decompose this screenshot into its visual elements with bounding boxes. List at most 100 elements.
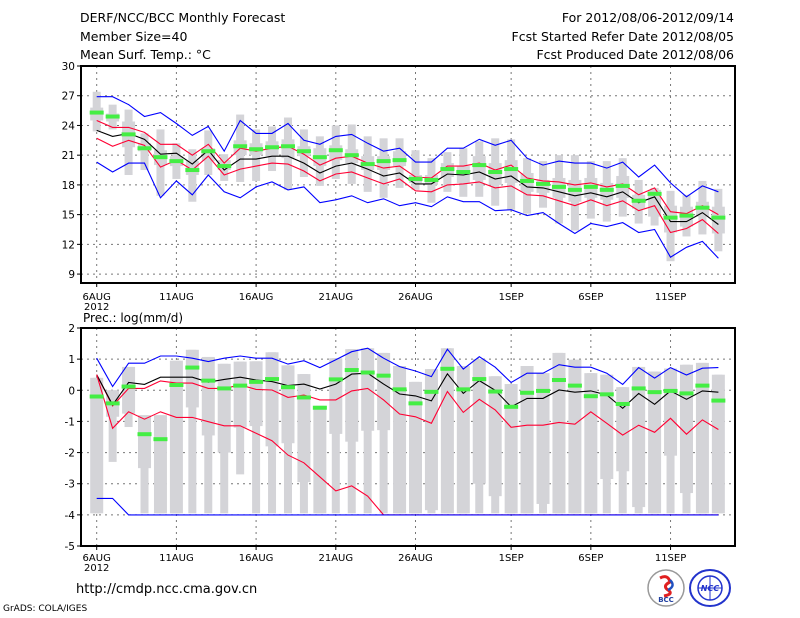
source-url[interactable]: http://cmdp.ncc.cma.gov.cn: [76, 582, 258, 597]
series-mean-line: [96, 129, 719, 225]
obs-marker: [599, 392, 614, 397]
plot-frame: [80, 327, 736, 547]
y-tick-label: 9: [68, 269, 75, 281]
box-bar: [504, 384, 518, 514]
box-bar: [520, 365, 534, 514]
y-tick-label: 12: [62, 239, 75, 251]
obs-marker: [488, 170, 503, 175]
box-bar: [281, 365, 295, 444]
box-bar: [233, 361, 247, 428]
obs-marker: [631, 386, 646, 391]
obs-marker: [583, 184, 598, 189]
obs-marker: [472, 377, 487, 382]
obs-marker: [296, 395, 311, 400]
obs-marker: [599, 187, 614, 192]
obs-marker: [137, 432, 152, 437]
x-tick-label: 26AUG: [398, 292, 433, 303]
plot-frame: [80, 65, 736, 284]
obs-marker: [169, 159, 184, 164]
ncc-logo: NCC: [689, 569, 731, 607]
y-tick-label: 21: [62, 150, 75, 162]
obs-marker: [711, 215, 726, 220]
series-max-line: [96, 96, 719, 198]
obs-marker: [201, 149, 216, 154]
obs-marker: [663, 215, 678, 220]
variable-label: Mean Surf. Temp.: °C: [80, 47, 211, 62]
y-tick-label: 1: [68, 354, 75, 366]
box-bar: [440, 348, 454, 514]
box-bar: [616, 387, 630, 472]
box-bar: [648, 189, 662, 217]
x-tick-label: 6AUG: [83, 292, 111, 303]
obs-marker: [169, 382, 184, 387]
whisker-bar: [140, 133, 149, 171]
obs-marker: [583, 394, 598, 399]
box-bar: [297, 374, 311, 483]
series-upper-line: [96, 119, 719, 216]
obs-marker: [440, 167, 455, 172]
whisker-bar: [188, 349, 197, 514]
obs-marker: [153, 155, 168, 160]
obs-marker: [185, 168, 200, 173]
box-bar: [377, 352, 391, 431]
obs-marker: [249, 147, 264, 152]
obs-marker: [567, 383, 582, 388]
obs-marker: [647, 390, 662, 395]
box-bar: [122, 366, 136, 414]
y-tick-label: 27: [62, 91, 75, 103]
whisker-bar: [331, 358, 340, 514]
x-tick-label: 21AUG: [318, 292, 353, 303]
obs-marker: [647, 191, 662, 196]
obs-marker: [472, 163, 487, 168]
box-bar: [536, 373, 550, 504]
obs-marker: [137, 146, 152, 151]
x-tick-label: 16AUG: [239, 553, 274, 564]
box-bar: [472, 156, 486, 180]
obs-marker: [344, 153, 359, 158]
box-bar: [568, 359, 582, 514]
obs-marker: [567, 187, 582, 192]
obs-marker: [631, 198, 646, 203]
box-bar: [552, 352, 566, 514]
obs-marker: [217, 386, 232, 391]
y-tick-label: -4: [65, 510, 76, 522]
obs-marker: [440, 366, 455, 371]
obs-marker: [695, 205, 710, 210]
box-bar: [393, 365, 407, 514]
obs-marker: [424, 389, 439, 394]
obs-marker: [360, 162, 375, 167]
figure-title: DERF/NCC/BCC Monthly Forecast: [80, 10, 286, 25]
y-tick-label: 0: [68, 385, 75, 397]
obs-marker: [296, 149, 311, 154]
obs-marker: [536, 388, 551, 393]
box-bar: [664, 368, 678, 456]
obs-marker: [376, 159, 391, 164]
box-bar: [536, 179, 550, 193]
obs-marker: [520, 178, 535, 183]
svg-text:BCC: BCC: [658, 596, 674, 604]
x-tick-label: 11AUG: [159, 292, 194, 303]
box-bar: [456, 365, 470, 514]
obs-marker: [679, 213, 694, 218]
obs-marker: [695, 383, 710, 388]
x-tick-label: 6SEP: [578, 292, 603, 303]
obs-marker: [344, 368, 359, 373]
y-tick-label: -3: [65, 479, 75, 491]
box-bar: [695, 362, 709, 514]
obs-marker: [105, 401, 120, 406]
forecast-period: For 2012/08/06-2012/09/14: [561, 10, 734, 25]
x-tick-label: 1SEP: [499, 553, 524, 564]
obs-marker: [89, 110, 104, 115]
box-bar: [249, 361, 263, 427]
x-tick-label: 6AUG: [83, 553, 111, 564]
whisker-bar: [411, 150, 420, 190]
box-bar: [584, 373, 598, 514]
box-bar: [648, 371, 662, 514]
obs-marker: [233, 144, 248, 149]
produced-date: Fcst Produced Date 2012/08/06: [536, 47, 734, 62]
obs-marker: [615, 401, 630, 406]
obs-marker: [424, 177, 439, 182]
box-bar: [138, 415, 152, 469]
